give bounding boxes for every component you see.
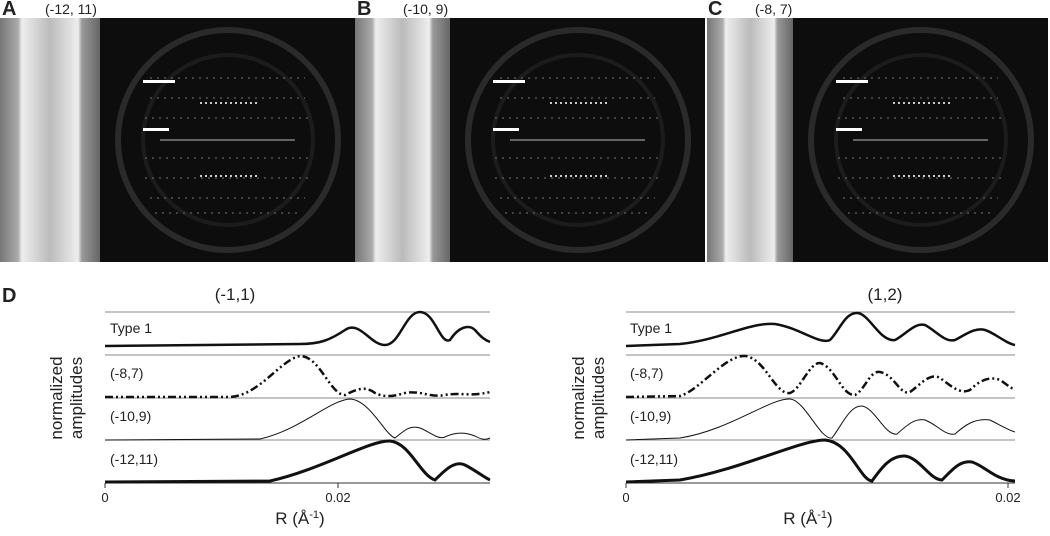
trace-curve [104,398,491,441]
x-tick-label: 0.02 [325,490,350,505]
trace-label: (-10,9) [630,408,671,424]
y-axis-label: amplitudes [67,357,86,439]
plot: (1,2) Type 1 (-8,7) (-10,9) (-12,11) 0 0… [569,285,1021,528]
trace-label: Type 1 [630,320,672,336]
x-axis-label: R (Å-1) [275,509,324,528]
trace-label: (-8,7) [110,365,143,381]
panel-label: (-12, 11) [45,1,97,17]
y-axis-label: normalized [47,356,66,439]
fft-image [793,18,1048,262]
panel-letter: D [2,285,16,307]
trace-curve [105,354,491,399]
panel-label: (-10, 9) [403,1,448,17]
trace-label: (-12,11) [110,451,158,467]
x-tick-label: 0.02 [995,490,1020,505]
y-axis-label: normalized [569,356,588,439]
x-axis-label-sup: -1 [817,509,827,521]
trace-curve [104,439,491,484]
trace-label: (-8,7) [630,365,663,381]
x-axis-label-end: ) [827,509,833,528]
x-axis-label-text: R (Å [275,509,310,528]
panel-letter: C [708,0,722,20]
plot-title: (-1,1) [215,285,256,304]
trace-curve [625,354,1016,399]
trace-label: Type 1 [110,320,152,336]
micrograph [0,18,100,262]
x-axis-label: R (Å-1) [783,509,832,528]
panel-letter: B [357,0,371,20]
x-axis-label-end: ) [319,509,325,528]
trace-curve [625,438,1016,484]
x-axis-label-text: R (Å [783,509,818,528]
trace-curve [104,310,491,348]
panel-letter: A [2,0,16,20]
fft-image [450,18,705,262]
trace-curve [625,311,1016,348]
micrograph [355,18,450,262]
trace-label: (-12,11) [630,451,678,467]
plot: (-1,1) Type 1 (-8,7) (-10,9) (-12,11) 0 … [47,285,491,528]
plot-title: (1,2) [868,285,903,304]
x-tick-label: 0 [101,490,108,505]
x-axis-label-sup: -1 [309,509,319,521]
trace-label: (-10,9) [110,408,151,424]
y-axis-label: amplitudes [589,357,608,439]
x-tick-label: 0 [622,490,629,505]
micrograph [707,18,793,262]
trace-curve [625,398,1016,441]
panel-label: (-8, 7) [755,1,792,17]
fft-image [100,18,355,262]
